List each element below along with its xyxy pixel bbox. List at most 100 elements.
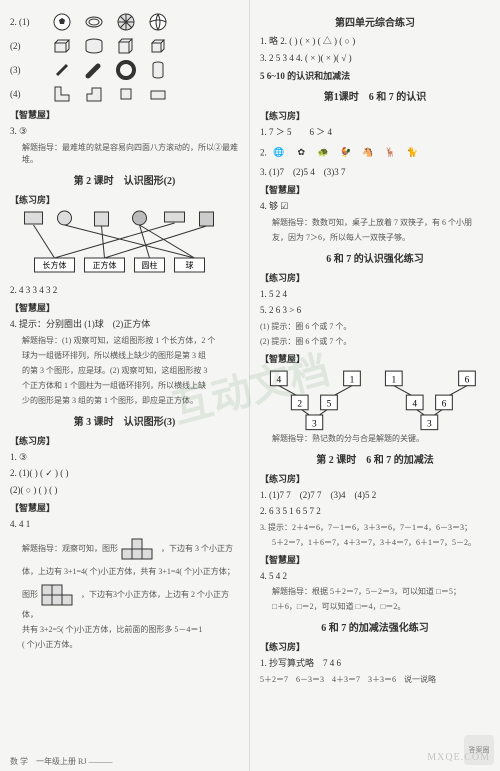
svg-text:3: 3 [312, 419, 317, 429]
zhihui-heading: 【智慧屋】 [260, 352, 490, 365]
svg-text:3: 3 [427, 419, 432, 429]
lianxi-heading: 【练习房】 [10, 434, 239, 447]
cube-stack-icon [40, 581, 75, 609]
zhihui-heading: 【智慧屋】 [10, 108, 239, 121]
answer-line: 5＋2＝7 6－3＝3 4＋3＝7 3＋3＝6 说一说略 [260, 674, 490, 686]
answer-line: 4. 4 1 [10, 518, 239, 532]
explain-line: 解题指导：观察可知，图形 ，下边有 3 个小正方 [22, 535, 239, 563]
strengthen-1-title: 6 和 7 的认识强化练习 [260, 250, 490, 265]
zhihui-heading: 【智慧屋】 [260, 183, 490, 196]
answer-line: 1. 7 ＞ 5 6 ＞ 4 [260, 126, 490, 140]
answer-line: 1. ③ [10, 451, 239, 465]
corner-logo: 答案圈 [464, 735, 494, 765]
row-label: (3) [10, 65, 40, 75]
ring-icon [116, 60, 136, 80]
svg-text:4: 4 [412, 399, 417, 409]
coin-icon [84, 12, 104, 32]
answer-line: 1. (1)7 7 (2)7 7 (3)4 (4)5 2 [260, 489, 490, 503]
svg-text:2: 2 [297, 399, 302, 409]
explain-line: 解题指导：数数可知，桌子上放着 7 双筷子，有 6 个小朋 [272, 217, 490, 229]
explain-line: 友，因为 7＞6，所以每人一双筷子够。 [272, 232, 490, 244]
stick-icon [52, 60, 72, 80]
explain-line: 个正方体和 1 个圆柱为一组循环排列，所以横线上缺 [22, 380, 239, 392]
strengthen-2-title: 6 和 7 的加减法强化练习 [260, 619, 490, 634]
explain-line: 共有 3+2=5( 个)小正方体，比前面的图形多 5－4＝1 [22, 624, 239, 636]
zhihui-heading: 【智慧屋】 [10, 501, 239, 514]
explain-line: 的第 3 个图形，应是球。(2) 观察可知，这组图形按 3 [22, 365, 239, 377]
row-label: (4) [10, 89, 40, 99]
step-block-icon [84, 84, 104, 104]
lianxi-heading: 【练习房】 [260, 271, 490, 284]
zhihui-heading: 【智慧屋】 [10, 301, 239, 314]
answer-line: (2) 提示：圈 6 个或 7 个。 [260, 336, 490, 348]
svg-text:6: 6 [465, 375, 470, 385]
lesson-3-title: 第 3 课时 认识图形(3) [10, 413, 239, 428]
soccer-icon [52, 12, 72, 32]
lianxi-heading: 【练习房】 [260, 640, 490, 653]
answer-line: 4. 5 4 2 [260, 570, 490, 584]
q2-row-3: (3) [10, 60, 239, 80]
svg-text:1: 1 [391, 375, 396, 385]
explanation-text: □＋6，□＝2，可以知道 □＝4，□＝2。 [260, 601, 490, 613]
tube-icon [84, 60, 104, 80]
explanation-block: 解题指导：观察可知，图形 ，下边有 3 个小正方 体，上边有 3+1=4( 个)… [10, 535, 239, 651]
label: 2. [260, 147, 269, 157]
svg-text:球: 球 [186, 260, 194, 270]
explanation-text: 解题指导：最难堆的就是容易向四面八方滚动的，所以②最难堆。 [10, 142, 239, 166]
svg-text:长方体: 长方体 [43, 260, 67, 270]
lianxi-heading: 【练习房】 [10, 193, 239, 206]
cube-stack-icon [120, 535, 155, 563]
row-label: (2) [10, 41, 40, 51]
horse-icon: 🐴 [358, 143, 378, 163]
answer-line: 4. 提示：分别圈出 (1)球 (2)正方体 [10, 318, 239, 332]
row-label: 2. (1) [10, 17, 40, 27]
explanation-text: 解题指导：根据 5＋2＝7，5－2＝3，可以知道 □＝5； [260, 586, 490, 598]
right-column: 第四单元综合练习 1. 略 2. ( ) ( × ) ( △ ) ( ○ ) 3… [250, 0, 500, 771]
number-split-diagram: 4 1 2 5 3 1 6 4 6 3 [260, 369, 490, 429]
lesson-2-title: 第 2 课时 认识图形(2) [10, 172, 239, 187]
answer-line: 3. ③ [10, 125, 239, 139]
svg-text:6: 6 [442, 399, 447, 409]
matching-diagram: 长方体 正方体 圆柱 球 [10, 210, 239, 280]
answer-line: 4. 够 ☑ [260, 200, 490, 214]
svg-text:圆柱: 圆柱 [142, 260, 158, 270]
l-block-icon [52, 84, 72, 104]
text-fragment: ，下边有 3 个小正方 [161, 543, 233, 552]
unit-4-title: 第四单元综合练习 [260, 14, 490, 29]
lianxi-heading: 【练习房】 [260, 472, 490, 485]
cuboid-icon [52, 36, 72, 56]
explain-line: 球为一组循环排列，所以横线上缺少的图形是第 3 组 [22, 350, 239, 362]
explain-line: 解题指导：(1) 观察可知，这组图形按 1 个长方体，2 个 [22, 335, 239, 347]
answer-line: 2. 6 3 5 1 6 5 7 2 [260, 505, 490, 519]
answer-line: (1) 提示：圈 6 个或 7 个。 [260, 321, 490, 333]
answer-line: 1. 抄写算式略 7 4 6 [260, 657, 490, 671]
text-fragment: 解题指导：观察可知，图形 [22, 543, 118, 552]
lesson-1-title: 第1课时 6 和 7 的认识 [260, 88, 490, 103]
answer-line: 3. 2 5 3 4 4. ( × )( × )( √ ) [260, 52, 490, 66]
zhihui-heading: 【智慧屋】 [260, 553, 490, 566]
svg-text:5: 5 [327, 399, 332, 409]
answer-line: 2. 4 3 3 4 3 2 [10, 284, 239, 298]
flower-icon: ✿ [291, 143, 311, 163]
answer-line: 1. 5 2 4 [260, 288, 490, 302]
svg-text:正方体: 正方体 [93, 260, 117, 270]
cylinder-flat-icon [84, 36, 104, 56]
svg-text:4: 4 [276, 375, 281, 385]
deer-icon: 🦌 [380, 143, 400, 163]
turtle-icon: 🐢 [314, 143, 334, 163]
explanation-block: 解题指导：数数可知，桌子上放着 7 双筷子，有 6 个小朋 友，因为 7＞6，所… [260, 217, 490, 244]
answer-line: 2. (1)( ) ( ✓ ) ( ) [10, 467, 239, 481]
q2-row-2: (2) [10, 36, 239, 56]
explanation-block: 解题指导：(1) 观察可知，这组图形按 1 个长方体，2 个 球为一组循环排列，… [10, 335, 239, 407]
answer-line: 5. 2 6 3 > 6 [260, 304, 490, 318]
answer-line: (2)( ○ ) ( ) ( ) [10, 484, 239, 498]
q2-row-1: 2. (1) [10, 12, 239, 32]
answer-line: 1. 略 2. ( ) ( × ) ( △ ) ( ○ ) [260, 35, 490, 49]
cube-small-icon [116, 84, 136, 104]
page-footer: 数 学 一年级上册 RJ ——— [10, 756, 112, 767]
cuboid2-icon [116, 36, 136, 56]
q2-row-4: (4) [10, 84, 239, 104]
icon-row: 2. 🌐 ✿ 🐢 🐓 🐴 🦌 🐈 [260, 143, 490, 163]
answer-line: 5＋2＝7，1＋6＝7，4＋3＝7，3＋4＝7，6＋1＝7，5－2。 [260, 537, 490, 549]
cat-icon: 🐈 [403, 143, 423, 163]
